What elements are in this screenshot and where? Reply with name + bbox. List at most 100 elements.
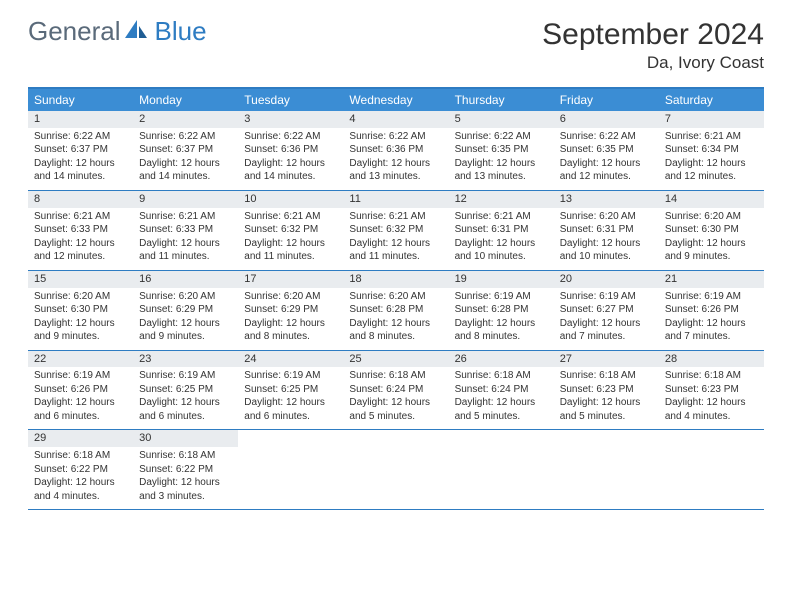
day-body: Sunrise: 6:21 AMSunset: 6:31 PMDaylight:… xyxy=(449,208,554,270)
day-body: Sunrise: 6:21 AMSunset: 6:34 PMDaylight:… xyxy=(659,128,764,190)
day-number: 22 xyxy=(28,351,133,368)
week-row: 8Sunrise: 6:21 AMSunset: 6:33 PMDaylight… xyxy=(28,191,764,271)
day-cell: 11Sunrise: 6:21 AMSunset: 6:32 PMDayligh… xyxy=(343,191,448,270)
day-body: Sunrise: 6:18 AMSunset: 6:22 PMDaylight:… xyxy=(28,447,133,509)
day-cell: 30Sunrise: 6:18 AMSunset: 6:22 PMDayligh… xyxy=(133,430,238,509)
sunrise-text: Sunrise: 6:21 AM xyxy=(139,210,232,224)
day-cell: 24Sunrise: 6:19 AMSunset: 6:25 PMDayligh… xyxy=(238,351,343,430)
day-body: Sunrise: 6:22 AMSunset: 6:35 PMDaylight:… xyxy=(449,128,554,190)
sunrise-text: Sunrise: 6:19 AM xyxy=(560,290,653,304)
sunset-text: Sunset: 6:29 PM xyxy=(139,303,232,317)
day-body: Sunrise: 6:21 AMSunset: 6:32 PMDaylight:… xyxy=(343,208,448,270)
day-number: 3 xyxy=(238,111,343,128)
sunset-text: Sunset: 6:35 PM xyxy=(455,143,548,157)
daylight-text: Daylight: 12 hours and 4 minutes. xyxy=(665,396,758,423)
daylight-text: Daylight: 12 hours and 6 minutes. xyxy=(244,396,337,423)
dow-tuesday: Tuesday xyxy=(238,89,343,111)
day-body: Sunrise: 6:21 AMSunset: 6:32 PMDaylight:… xyxy=(238,208,343,270)
daylight-text: Daylight: 12 hours and 11 minutes. xyxy=(349,237,442,264)
day-number: 1 xyxy=(28,111,133,128)
sunrise-text: Sunrise: 6:20 AM xyxy=(349,290,442,304)
brand-logo: GeneralBlue xyxy=(28,18,207,44)
day-body: Sunrise: 6:22 AMSunset: 6:36 PMDaylight:… xyxy=(343,128,448,190)
sunset-text: Sunset: 6:22 PM xyxy=(34,463,127,477)
sunset-text: Sunset: 6:33 PM xyxy=(139,223,232,237)
title-block: September 2024 Da, Ivory Coast xyxy=(542,18,764,73)
sunset-text: Sunset: 6:26 PM xyxy=(34,383,127,397)
daylight-text: Daylight: 12 hours and 11 minutes. xyxy=(139,237,232,264)
day-body: Sunrise: 6:19 AMSunset: 6:26 PMDaylight:… xyxy=(28,367,133,429)
day-number: 21 xyxy=(659,271,764,288)
day-body: Sunrise: 6:18 AMSunset: 6:23 PMDaylight:… xyxy=(659,367,764,429)
weeks-container: 1Sunrise: 6:22 AMSunset: 6:37 PMDaylight… xyxy=(28,111,764,510)
daylight-text: Daylight: 12 hours and 11 minutes. xyxy=(244,237,337,264)
day-cell: 28Sunrise: 6:18 AMSunset: 6:23 PMDayligh… xyxy=(659,351,764,430)
sunset-text: Sunset: 6:23 PM xyxy=(665,383,758,397)
sunrise-text: Sunrise: 6:18 AM xyxy=(139,449,232,463)
day-number: 2 xyxy=(133,111,238,128)
day-number: 4 xyxy=(343,111,448,128)
daylight-text: Daylight: 12 hours and 7 minutes. xyxy=(560,317,653,344)
day-cell: .. xyxy=(449,430,554,509)
daylight-text: Daylight: 12 hours and 10 minutes. xyxy=(455,237,548,264)
day-cell: 25Sunrise: 6:18 AMSunset: 6:24 PMDayligh… xyxy=(343,351,448,430)
day-cell: 21Sunrise: 6:19 AMSunset: 6:26 PMDayligh… xyxy=(659,271,764,350)
day-cell: .. xyxy=(659,430,764,509)
week-row: 22Sunrise: 6:19 AMSunset: 6:26 PMDayligh… xyxy=(28,351,764,431)
sunrise-text: Sunrise: 6:20 AM xyxy=(244,290,337,304)
day-body: Sunrise: 6:20 AMSunset: 6:31 PMDaylight:… xyxy=(554,208,659,270)
sunset-text: Sunset: 6:28 PM xyxy=(455,303,548,317)
sunset-text: Sunset: 6:29 PM xyxy=(244,303,337,317)
daylight-text: Daylight: 12 hours and 14 minutes. xyxy=(139,157,232,184)
day-body: Sunrise: 6:18 AMSunset: 6:24 PMDaylight:… xyxy=(343,367,448,429)
daylight-text: Daylight: 12 hours and 8 minutes. xyxy=(244,317,337,344)
sunset-text: Sunset: 6:30 PM xyxy=(34,303,127,317)
day-body: Sunrise: 6:18 AMSunset: 6:23 PMDaylight:… xyxy=(554,367,659,429)
page: GeneralBlue September 2024 Da, Ivory Coa… xyxy=(0,0,792,510)
daylight-text: Daylight: 12 hours and 7 minutes. xyxy=(665,317,758,344)
day-cell: .. xyxy=(343,430,448,509)
day-body: Sunrise: 6:22 AMSunset: 6:37 PMDaylight:… xyxy=(28,128,133,190)
day-cell: 17Sunrise: 6:20 AMSunset: 6:29 PMDayligh… xyxy=(238,271,343,350)
day-body: Sunrise: 6:19 AMSunset: 6:26 PMDaylight:… xyxy=(659,288,764,350)
day-cell: 29Sunrise: 6:18 AMSunset: 6:22 PMDayligh… xyxy=(28,430,133,509)
day-body: Sunrise: 6:19 AMSunset: 6:28 PMDaylight:… xyxy=(449,288,554,350)
sunset-text: Sunset: 6:31 PM xyxy=(560,223,653,237)
day-body: Sunrise: 6:19 AMSunset: 6:25 PMDaylight:… xyxy=(133,367,238,429)
dow-header: Sunday Monday Tuesday Wednesday Thursday… xyxy=(28,89,764,111)
sunrise-text: Sunrise: 6:22 AM xyxy=(34,130,127,144)
daylight-text: Daylight: 12 hours and 8 minutes. xyxy=(455,317,548,344)
day-body: Sunrise: 6:21 AMSunset: 6:33 PMDaylight:… xyxy=(28,208,133,270)
sunrise-text: Sunrise: 6:19 AM xyxy=(244,369,337,383)
day-body: Sunrise: 6:21 AMSunset: 6:33 PMDaylight:… xyxy=(133,208,238,270)
day-cell: .. xyxy=(238,430,343,509)
daylight-text: Daylight: 12 hours and 10 minutes. xyxy=(560,237,653,264)
day-body: Sunrise: 6:20 AMSunset: 6:29 PMDaylight:… xyxy=(238,288,343,350)
daylight-text: Daylight: 12 hours and 9 minutes. xyxy=(34,317,127,344)
daylight-text: Daylight: 12 hours and 13 minutes. xyxy=(455,157,548,184)
brand-general: General xyxy=(28,18,121,44)
day-number: 9 xyxy=(133,191,238,208)
sunrise-text: Sunrise: 6:21 AM xyxy=(244,210,337,224)
daylight-text: Daylight: 12 hours and 6 minutes. xyxy=(34,396,127,423)
sunset-text: Sunset: 6:37 PM xyxy=(34,143,127,157)
logo-sail-icon xyxy=(123,18,151,44)
daylight-text: Daylight: 12 hours and 12 minutes. xyxy=(34,237,127,264)
day-body: Sunrise: 6:20 AMSunset: 6:30 PMDaylight:… xyxy=(659,208,764,270)
day-number: 30 xyxy=(133,430,238,447)
sunset-text: Sunset: 6:36 PM xyxy=(349,143,442,157)
day-number: 15 xyxy=(28,271,133,288)
sunset-text: Sunset: 6:32 PM xyxy=(349,223,442,237)
daylight-text: Daylight: 12 hours and 12 minutes. xyxy=(665,157,758,184)
day-body: Sunrise: 6:20 AMSunset: 6:28 PMDaylight:… xyxy=(343,288,448,350)
day-cell: 10Sunrise: 6:21 AMSunset: 6:32 PMDayligh… xyxy=(238,191,343,270)
sunrise-text: Sunrise: 6:20 AM xyxy=(560,210,653,224)
day-number: 23 xyxy=(133,351,238,368)
day-body: Sunrise: 6:20 AMSunset: 6:30 PMDaylight:… xyxy=(28,288,133,350)
sunrise-text: Sunrise: 6:22 AM xyxy=(349,130,442,144)
sunset-text: Sunset: 6:37 PM xyxy=(139,143,232,157)
dow-saturday: Saturday xyxy=(659,89,764,111)
sunset-text: Sunset: 6:34 PM xyxy=(665,143,758,157)
day-number: 17 xyxy=(238,271,343,288)
page-title: September 2024 xyxy=(542,18,764,51)
